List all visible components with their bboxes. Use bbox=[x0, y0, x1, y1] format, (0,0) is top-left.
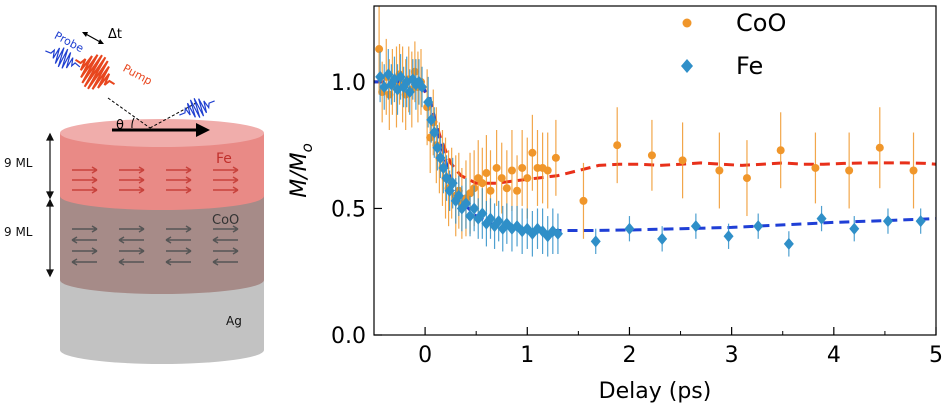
fe-spin-arrows bbox=[72, 166, 239, 194]
coo-data-point bbox=[486, 186, 495, 195]
fe-layer: Fe bbox=[60, 119, 264, 210]
fe-data-point bbox=[849, 222, 860, 235]
x-tick-label: 0 bbox=[418, 343, 432, 368]
fe-data-point bbox=[552, 227, 563, 240]
tick-labels: 0 1 2 3 4 5 0.0 0.5 1.0 bbox=[331, 71, 943, 368]
fe-layer-top bbox=[60, 119, 264, 147]
coo-data-point bbox=[845, 166, 854, 175]
delay-arrowhead-right bbox=[98, 39, 104, 44]
coo-data-point bbox=[742, 174, 751, 183]
reflected-beam-line bbox=[149, 102, 197, 129]
ag-layer-label: Ag bbox=[226, 314, 242, 328]
coo-spin-arrows bbox=[71, 225, 239, 266]
data-points bbox=[375, 6, 926, 257]
coo-data-point bbox=[492, 163, 501, 172]
x-axis-label: Delay (ps) bbox=[599, 379, 712, 404]
angle-label: θ bbox=[116, 118, 124, 133]
data-plot: 0 1 2 3 4 5 0.0 0.5 1.0 Delay (ps) M/Mo CoO Fe bbox=[287, 5, 943, 404]
fe-data-point bbox=[485, 212, 496, 225]
x-tick-label: 3 bbox=[725, 343, 739, 368]
coo-data-point bbox=[518, 163, 527, 172]
legend-coo-marker bbox=[682, 18, 692, 28]
coo-data-point bbox=[776, 146, 785, 155]
magnetization-arrowhead bbox=[196, 123, 210, 137]
schematic: Ag CoO bbox=[4, 27, 264, 364]
fe-data-point bbox=[375, 70, 386, 83]
fe-data-point bbox=[915, 215, 926, 228]
coo-data-point bbox=[502, 184, 511, 193]
pump-pulse bbox=[74, 54, 116, 90]
y-axis-label-main: M/M bbox=[287, 152, 312, 197]
coo-data-point bbox=[497, 174, 506, 183]
delay-label: Δt bbox=[108, 27, 122, 42]
ag-layer-body bbox=[60, 280, 264, 364]
fe-data-point bbox=[379, 80, 390, 93]
coo-data-point bbox=[715, 166, 724, 175]
coo-data-point bbox=[507, 166, 516, 175]
coo-data-point bbox=[543, 166, 552, 175]
coo-data-point bbox=[482, 169, 491, 178]
incident-beam-line bbox=[107, 97, 151, 129]
fe-data-point bbox=[417, 80, 428, 93]
y-tick-label: 0.0 bbox=[331, 324, 366, 349]
fe-data-point bbox=[816, 212, 827, 225]
legend-fe-marker bbox=[681, 59, 693, 73]
fe-data-point bbox=[657, 232, 668, 245]
fe-data-point bbox=[590, 235, 601, 248]
coo-layer: CoO bbox=[60, 196, 264, 294]
coo-data-point bbox=[551, 153, 560, 162]
legend-fe-label: Fe bbox=[736, 52, 763, 80]
fe-data-point bbox=[753, 220, 764, 233]
fe-data-point bbox=[624, 222, 635, 235]
coo-data-point bbox=[513, 186, 522, 195]
coo-data-point bbox=[375, 45, 384, 54]
delay-arrowhead-left bbox=[82, 32, 88, 37]
y-axis-label-subscript: o bbox=[298, 143, 316, 152]
fe-data-point bbox=[783, 237, 794, 250]
fe-data-point bbox=[460, 197, 471, 210]
plot-frame bbox=[373, 5, 937, 336]
fe-data-point bbox=[477, 207, 488, 220]
coo-data-point bbox=[579, 196, 588, 205]
legend-coo-label: CoO bbox=[736, 9, 786, 37]
fe-data-point bbox=[465, 210, 476, 223]
y-axis-label: M/Mo bbox=[287, 143, 316, 198]
pump-label: Pump bbox=[121, 62, 155, 88]
thickness-markers bbox=[46, 132, 54, 278]
y-tick-label: 0.5 bbox=[331, 197, 366, 222]
ag-layer: Ag bbox=[60, 280, 264, 364]
fe-data-point bbox=[469, 202, 480, 215]
coo-data-point bbox=[678, 156, 687, 165]
x-tick-label: 1 bbox=[520, 343, 534, 368]
fe-thickness-label: 9 ML bbox=[4, 156, 33, 170]
fe-data-point bbox=[690, 220, 701, 233]
x-tick-label: 5 bbox=[929, 343, 943, 368]
coo-data-point bbox=[647, 151, 656, 160]
coo-data-point bbox=[478, 179, 487, 188]
x-tick-label: 4 bbox=[827, 343, 841, 368]
delay-arrow bbox=[83, 32, 103, 44]
fe-data-point bbox=[882, 215, 893, 228]
y-tick-label: 1.0 bbox=[331, 71, 366, 96]
coo-data-point bbox=[811, 163, 820, 172]
x-tick-label: 2 bbox=[622, 343, 636, 368]
fe-data-point bbox=[723, 230, 734, 243]
fe-layer-label: Fe bbox=[216, 151, 232, 167]
coo-data-point bbox=[909, 166, 918, 175]
reflected-probe-pulse bbox=[179, 98, 215, 118]
coo-layer-body bbox=[60, 196, 264, 294]
coo-layer-label: CoO bbox=[212, 213, 239, 228]
coo-data-point bbox=[523, 174, 532, 183]
fe-data-point bbox=[493, 215, 504, 228]
coo-thickness-label: 9 ML bbox=[4, 225, 33, 239]
probe-pulse bbox=[45, 47, 81, 69]
legend: CoO Fe bbox=[681, 9, 786, 80]
coo-data-point bbox=[875, 143, 884, 152]
coo-data-point bbox=[613, 141, 622, 150]
coo-data-point bbox=[528, 148, 537, 157]
angle-arc bbox=[131, 117, 135, 129]
